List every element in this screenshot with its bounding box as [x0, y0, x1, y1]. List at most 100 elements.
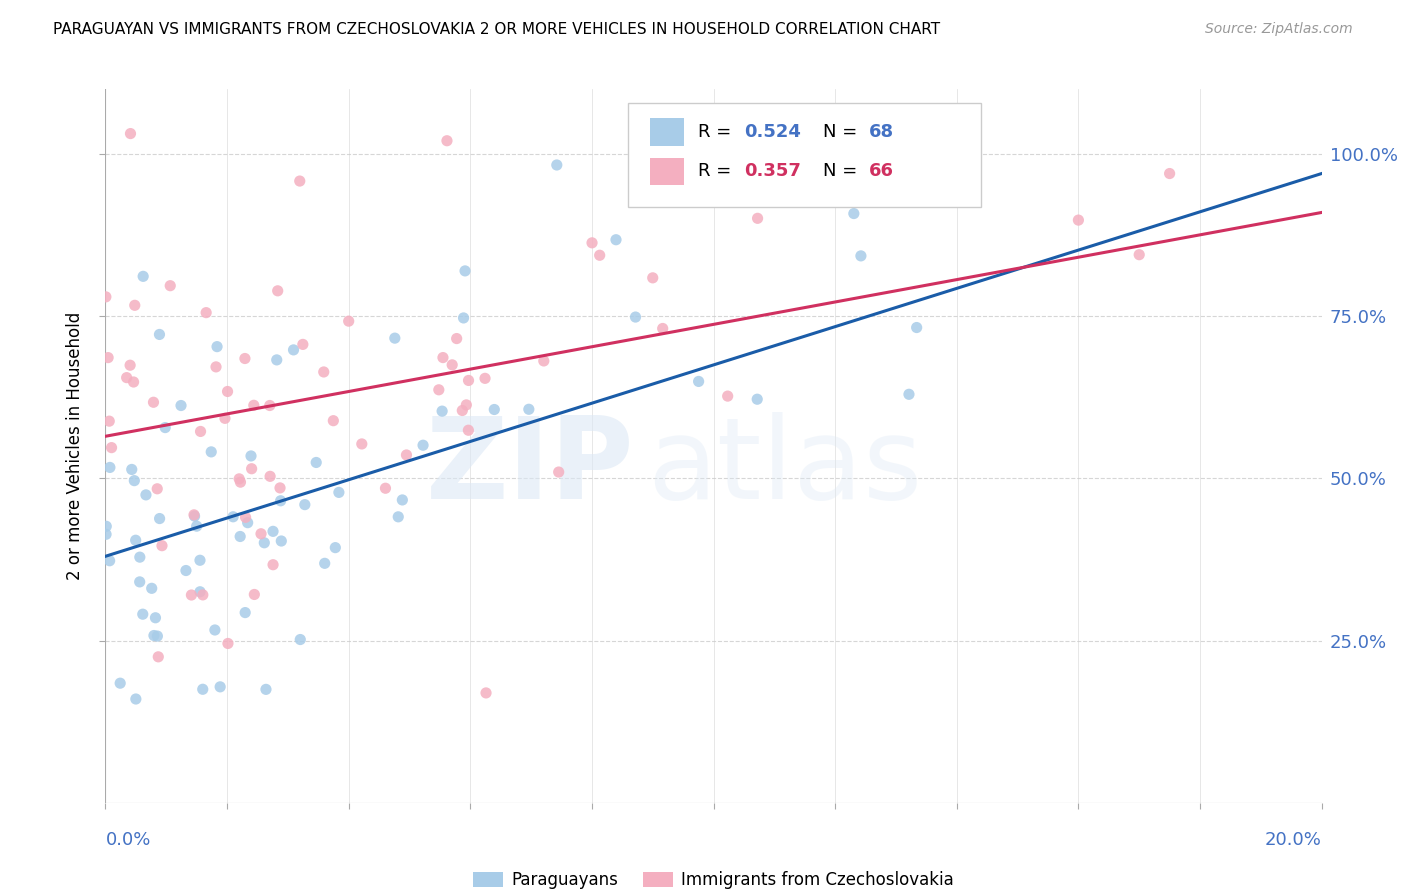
Point [546, 158, 568, 172]
Point [624, 310, 647, 324]
Point [94, 290, 117, 304]
Text: 20.0%: 20.0% [1265, 831, 1322, 849]
Point [204, 623, 226, 637]
Point [205, 359, 228, 374]
Point [159, 278, 181, 293]
Point [290, 632, 312, 647]
Point [312, 365, 335, 379]
Point [267, 284, 290, 298]
Point [269, 481, 291, 495]
Point [747, 211, 769, 226]
Point [100, 441, 122, 455]
Point [108, 676, 131, 690]
Point [270, 493, 292, 508]
Point [222, 509, 245, 524]
Point [229, 529, 252, 543]
Point [122, 375, 145, 389]
FancyBboxPatch shape [628, 103, 981, 207]
Point [121, 462, 143, 476]
Point [115, 370, 138, 384]
Point [717, 389, 740, 403]
Point [135, 488, 157, 502]
Point [98, 460, 121, 475]
Point [148, 649, 170, 664]
Point [589, 248, 612, 262]
Point [849, 249, 872, 263]
Point [451, 403, 474, 417]
Point [283, 343, 305, 357]
Point [124, 298, 146, 312]
Point [288, 174, 311, 188]
Point [323, 541, 346, 555]
Point [605, 233, 627, 247]
Point [441, 358, 464, 372]
Point [186, 519, 208, 533]
Point [384, 331, 406, 345]
Point [547, 465, 569, 479]
Point [259, 469, 281, 483]
Point [124, 533, 146, 548]
Point [430, 404, 453, 418]
Point [314, 557, 336, 571]
Point [842, 206, 865, 220]
Point [191, 588, 214, 602]
Point [180, 588, 202, 602]
Point [243, 587, 266, 601]
Legend: Paraguayans, Immigrants from Czechoslovakia: Paraguayans, Immigrants from Czechoslova… [467, 864, 960, 892]
Text: 68: 68 [869, 123, 894, 141]
Point [457, 374, 479, 388]
Point [229, 475, 252, 490]
Y-axis label: 2 or more Vehicles in Household: 2 or more Vehicles in Household [66, 312, 84, 580]
Point [328, 485, 350, 500]
Point [395, 448, 418, 462]
Point [533, 354, 555, 368]
Point [132, 269, 155, 284]
Point [96, 519, 118, 533]
Point [205, 340, 228, 354]
Bar [651, 119, 685, 145]
Point [233, 351, 256, 366]
Point [240, 461, 263, 475]
Point [250, 526, 273, 541]
Point [412, 438, 434, 452]
Point [387, 509, 409, 524]
Text: 66: 66 [869, 162, 894, 180]
Point [391, 492, 413, 507]
Text: 0.524: 0.524 [744, 123, 801, 141]
Point [253, 536, 276, 550]
Text: N =: N = [823, 123, 863, 141]
Point [517, 402, 540, 417]
Point [240, 449, 263, 463]
Point [94, 527, 117, 541]
Point [150, 539, 173, 553]
Point [475, 686, 498, 700]
Point [897, 387, 920, 401]
Text: ZIP: ZIP [426, 412, 634, 523]
Point [146, 482, 169, 496]
Point [120, 358, 142, 372]
Point [305, 455, 328, 469]
Point [270, 534, 292, 549]
Point [142, 395, 165, 409]
Point [453, 310, 475, 325]
Text: PARAGUAYAN VS IMMIGRANTS FROM CZECHOSLOVAKIA 2 OR MORE VEHICLES IN HOUSEHOLD COR: PARAGUAYAN VS IMMIGRANTS FROM CZECHOSLOV… [53, 22, 941, 37]
Point [209, 680, 232, 694]
Point [294, 498, 316, 512]
Text: N =: N = [823, 162, 863, 180]
Point [651, 321, 673, 335]
Point [188, 584, 211, 599]
Point [191, 682, 214, 697]
Point [291, 337, 314, 351]
Point [905, 320, 928, 334]
Point [128, 550, 150, 565]
Point [98, 554, 121, 568]
Point [142, 628, 165, 642]
Point [266, 352, 288, 367]
Point [188, 553, 211, 567]
Point [456, 398, 478, 412]
Point [148, 327, 170, 342]
Text: 0.357: 0.357 [744, 162, 801, 180]
Point [688, 375, 710, 389]
Point [183, 508, 205, 522]
Point [190, 425, 212, 439]
